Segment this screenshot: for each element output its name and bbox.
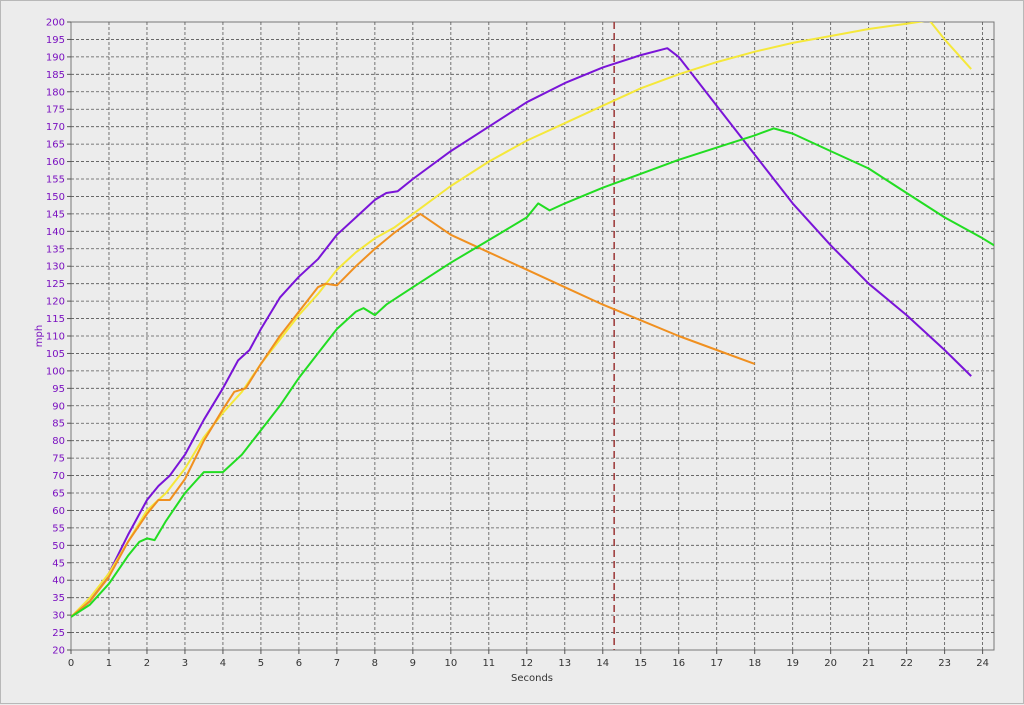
y-tick-label: 110 [46, 332, 65, 343]
y-tick-label: 20 [52, 646, 65, 657]
x-tick-label: 20 [824, 658, 837, 669]
y-tick-label: 145 [46, 209, 65, 220]
y-tick-label: 115 [46, 314, 65, 325]
x-tick-label: 2 [144, 658, 150, 669]
x-tick-label: 14 [596, 658, 609, 669]
y-tick-label: 65 [52, 489, 65, 500]
y-tick-label: 35 [52, 593, 65, 604]
y-tick-label: 155 [46, 175, 65, 186]
x-tick-label: 13 [558, 658, 571, 669]
y-tick-label: 120 [46, 297, 65, 308]
y-axis-ticks: 20 25 30 35 40 45 50 55 60 65 70 75 80 85 90 95 100 105 11… [46, 18, 71, 657]
x-tick-label: 15 [634, 658, 647, 669]
x-tick-label: 18 [748, 658, 761, 669]
series-line-4 [71, 127, 994, 618]
x-tick-label: 5 [258, 658, 264, 669]
y-tick-label: 105 [46, 349, 65, 360]
x-tick-label: 7 [334, 658, 340, 669]
y-tick-label: 45 [52, 558, 65, 569]
y-tick-label: 175 [46, 105, 65, 116]
y-tick-label: 130 [46, 262, 65, 273]
x-tick-label: 9 [410, 658, 416, 669]
y-tick-label: 165 [46, 140, 65, 151]
x-tick-label: 23 [938, 658, 951, 669]
x-tick-label: 6 [296, 658, 302, 669]
x-tick-label: 10 [444, 658, 457, 669]
y-tick-label: 185 [46, 70, 65, 81]
x-tick-label: 1 [106, 658, 112, 669]
x-tick-label: 0 [68, 658, 74, 669]
x-tick-label: 11 [482, 658, 495, 669]
y-tick-label: 55 [52, 523, 65, 534]
x-axis-label: Seconds [511, 673, 553, 684]
y-tick-label: 75 [52, 454, 65, 465]
y-tick-label: 125 [46, 279, 65, 290]
y-tick-label: 90 [52, 401, 65, 412]
series-line-3 [71, 212, 756, 618]
y-tick-label: 190 [46, 52, 65, 63]
y-tick-label: 85 [52, 419, 65, 430]
y-tick-label: 80 [52, 436, 65, 447]
y-tick-label: 150 [46, 192, 65, 203]
y-tick-label: 40 [52, 576, 65, 587]
y-tick-label: 200 [46, 18, 65, 29]
series-line-2 [71, 22, 972, 618]
x-tick-label: 22 [900, 658, 913, 669]
x-tick-label: 3 [182, 658, 188, 669]
series-group [71, 22, 994, 618]
y-tick-label: 50 [52, 541, 65, 552]
y-tick-label: 160 [46, 157, 65, 168]
x-tick-label: 17 [710, 658, 723, 669]
y-tick-label: 195 [46, 35, 65, 46]
y-axis-label: mph [34, 325, 45, 347]
grid [71, 22, 994, 650]
x-tick-label: 12 [520, 658, 533, 669]
x-tick-label: 21 [862, 658, 875, 669]
y-tick-label: 95 [52, 384, 65, 395]
y-tick-label: 30 [52, 611, 65, 622]
y-tick-label: 25 [52, 628, 65, 639]
x-tick-label: 19 [786, 658, 799, 669]
x-tick-label: 8 [372, 658, 378, 669]
x-tick-label: 24 [976, 658, 989, 669]
y-tick-label: 140 [46, 227, 65, 238]
y-tick-label: 170 [46, 122, 65, 133]
x-tick-label: 16 [672, 658, 685, 669]
series-line-1 [71, 47, 972, 618]
x-tick-label: 4 [220, 658, 226, 669]
y-tick-label: 180 [46, 87, 65, 98]
y-tick-label: 100 [46, 366, 65, 377]
y-tick-label: 70 [52, 471, 65, 482]
x-axis-ticks: 0 1 2 3 4 5 6 7 8 9 10 11 12 13 14 15 16 17 18 19 20 21 22 23 24 [68, 650, 989, 669]
y-tick-label: 135 [46, 244, 65, 255]
y-tick-label: 60 [52, 506, 65, 517]
